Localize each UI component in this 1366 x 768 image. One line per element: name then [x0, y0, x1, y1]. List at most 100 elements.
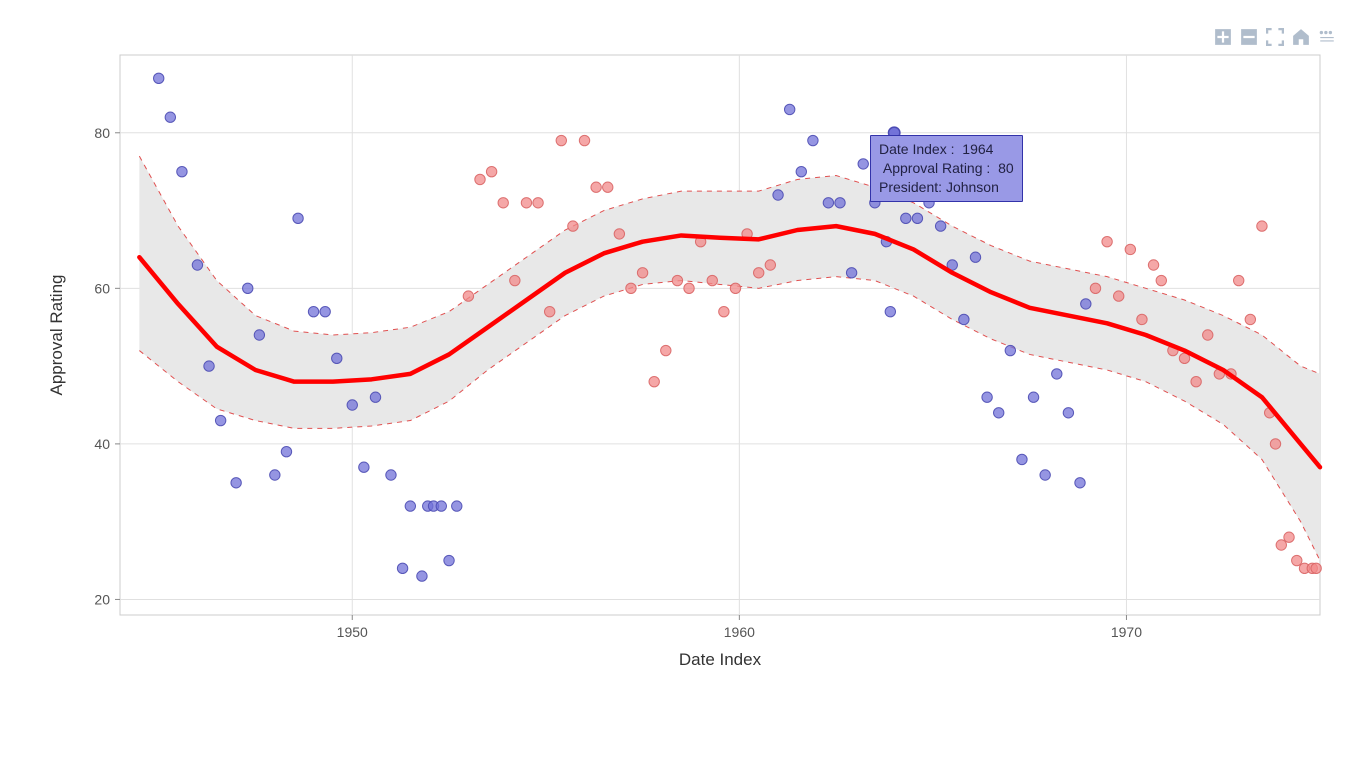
data-point[interactable]: [1311, 563, 1321, 573]
data-point[interactable]: [231, 478, 241, 488]
data-point[interactable]: [730, 283, 740, 293]
data-point[interactable]: [970, 252, 980, 262]
data-point[interactable]: [603, 182, 613, 192]
data-point[interactable]: [498, 198, 508, 208]
data-point[interactable]: [1191, 376, 1201, 386]
data-point[interactable]: [1075, 478, 1085, 488]
data-point[interactable]: [177, 166, 187, 176]
data-point[interactable]: [1125, 244, 1135, 254]
data-point[interactable]: [901, 213, 911, 223]
data-point[interactable]: [1245, 314, 1255, 324]
data-point[interactable]: [637, 268, 647, 278]
data-point[interactable]: [846, 268, 856, 278]
data-point[interactable]: [1156, 275, 1166, 285]
data-point[interactable]: [1270, 439, 1280, 449]
data-point[interactable]: [386, 470, 396, 480]
data-point[interactable]: [1148, 260, 1158, 270]
data-point[interactable]: [1292, 555, 1302, 565]
data-point[interactable]: [661, 345, 671, 355]
data-point[interactable]: [959, 314, 969, 324]
tooltip-extra-value: Johnson: [946, 179, 999, 195]
tooltip-x-label: Date Index :: [879, 141, 955, 157]
data-point[interactable]: [436, 501, 446, 511]
data-point[interactable]: [1090, 283, 1100, 293]
data-point[interactable]: [765, 260, 775, 270]
data-point[interactable]: [796, 166, 806, 176]
data-point[interactable]: [1040, 470, 1050, 480]
data-point[interactable]: [397, 563, 407, 573]
approval-scatter-chart[interactable]: 19501960197020406080 Date Index Approval…: [100, 35, 1330, 685]
data-point[interactable]: [912, 213, 922, 223]
data-point[interactable]: [885, 306, 895, 316]
data-point[interactable]: [1063, 408, 1073, 418]
tooltip-y-value: 80: [998, 160, 1014, 176]
data-point[interactable]: [1005, 345, 1015, 355]
data-point[interactable]: [982, 392, 992, 402]
data-point[interactable]: [308, 306, 318, 316]
data-point[interactable]: [347, 400, 357, 410]
data-point[interactable]: [1284, 532, 1294, 542]
data-point[interactable]: [1114, 291, 1124, 301]
data-point[interactable]: [332, 353, 342, 363]
data-point[interactable]: [444, 555, 454, 565]
data-point[interactable]: [1052, 369, 1062, 379]
data-point[interactable]: [192, 260, 202, 270]
data-point[interactable]: [823, 198, 833, 208]
data-point[interactable]: [281, 446, 291, 456]
data-point[interactable]: [370, 392, 380, 402]
data-point[interactable]: [719, 306, 729, 316]
data-point[interactable]: [1257, 221, 1267, 231]
data-point[interactable]: [521, 198, 531, 208]
data-point[interactable]: [293, 213, 303, 223]
data-point[interactable]: [1028, 392, 1038, 402]
x-axis-label: Date Index: [679, 650, 762, 669]
data-point[interactable]: [165, 112, 175, 122]
y-tick-label: 60: [94, 280, 110, 296]
data-point[interactable]: [1137, 314, 1147, 324]
data-point[interactable]: [154, 73, 164, 83]
y-tick-label: 80: [94, 125, 110, 141]
data-point[interactable]: [270, 470, 280, 480]
data-point[interactable]: [533, 198, 543, 208]
data-point[interactable]: [773, 190, 783, 200]
data-point[interactable]: [835, 198, 845, 208]
data-point[interactable]: [463, 291, 473, 301]
data-point[interactable]: [649, 376, 659, 386]
data-point[interactable]: [1102, 236, 1112, 246]
data-point[interactable]: [672, 275, 682, 285]
data-point[interactable]: [568, 221, 578, 231]
data-point[interactable]: [510, 275, 520, 285]
data-point[interactable]: [1017, 454, 1027, 464]
data-point[interactable]: [858, 159, 868, 169]
data-point[interactable]: [556, 135, 566, 145]
data-point[interactable]: [754, 268, 764, 278]
data-point[interactable]: [254, 330, 264, 340]
data-point[interactable]: [707, 275, 717, 285]
data-point[interactable]: [591, 182, 601, 192]
data-point[interactable]: [544, 306, 554, 316]
data-point[interactable]: [243, 283, 253, 293]
data-point[interactable]: [486, 166, 496, 176]
data-point[interactable]: [475, 174, 485, 184]
data-point[interactable]: [320, 306, 330, 316]
data-point[interactable]: [626, 283, 636, 293]
data-point[interactable]: [784, 104, 794, 114]
data-point[interactable]: [808, 135, 818, 145]
x-tick-label: 1960: [724, 624, 755, 640]
data-point[interactable]: [614, 229, 624, 239]
data-point[interactable]: [215, 415, 225, 425]
data-point[interactable]: [1203, 330, 1213, 340]
data-point[interactable]: [1276, 540, 1286, 550]
data-point[interactable]: [405, 501, 415, 511]
data-point[interactable]: [417, 571, 427, 581]
data-point[interactable]: [579, 135, 589, 145]
data-point[interactable]: [204, 361, 214, 371]
y-tick-label: 40: [94, 436, 110, 452]
data-point[interactable]: [684, 283, 694, 293]
data-point[interactable]: [1234, 275, 1244, 285]
data-point[interactable]: [994, 408, 1004, 418]
data-point[interactable]: [452, 501, 462, 511]
data-point[interactable]: [359, 462, 369, 472]
data-point[interactable]: [935, 221, 945, 231]
data-point[interactable]: [1081, 299, 1091, 309]
